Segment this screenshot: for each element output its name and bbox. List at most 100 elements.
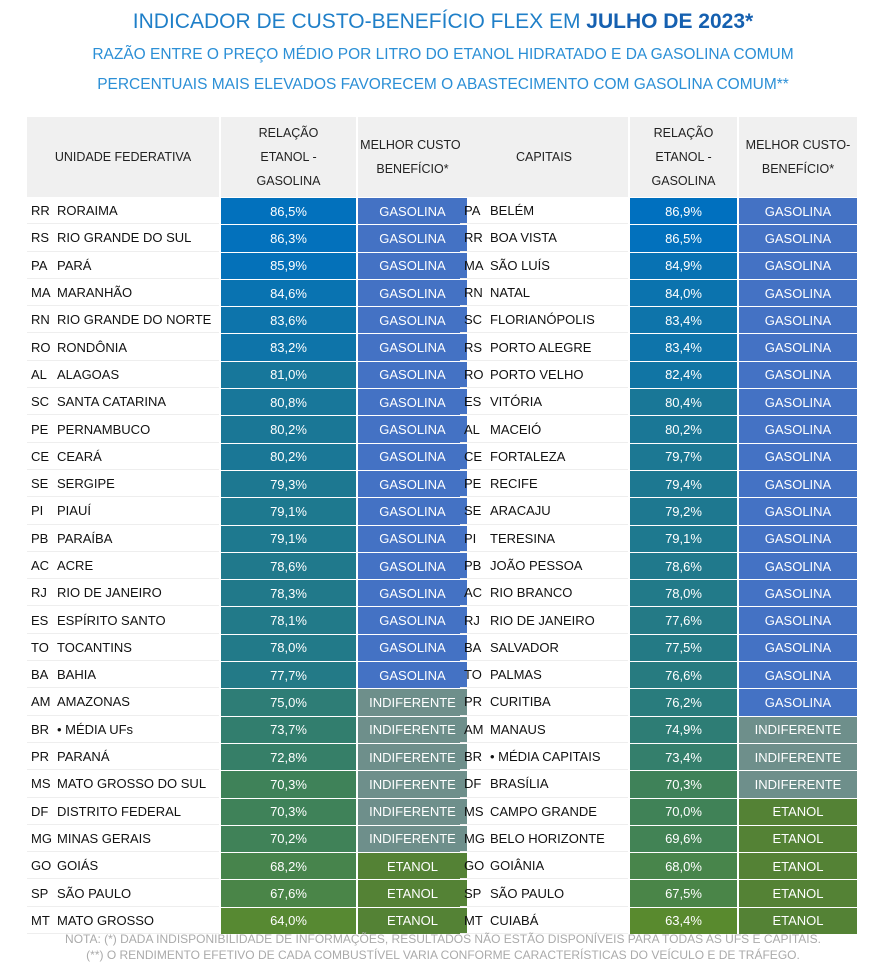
row-code: MT xyxy=(464,912,483,928)
best-cell: GASOLINA xyxy=(358,470,467,498)
row-name: MS CAMPO GRANDE xyxy=(460,799,628,825)
best-cell: GASOLINA xyxy=(739,307,857,334)
row-code: PB xyxy=(31,530,49,546)
table-row: PB PARAÍBA 79,1% GASOLINA xyxy=(27,525,467,552)
best-cell: GASOLINA xyxy=(739,607,857,634)
best-cell: ETANOL xyxy=(358,907,467,935)
ratio-cell: 80,2% xyxy=(221,416,356,443)
best-cell: GASOLINA xyxy=(358,580,467,607)
row-label: PERNAMBUCO xyxy=(57,421,151,437)
ratio-cell: 79,1% xyxy=(221,525,356,552)
row-name: MT CUIABÁ xyxy=(460,908,628,935)
row-code: GO xyxy=(31,858,52,874)
best-cell: INDIFERENTE xyxy=(739,743,857,771)
ratio-cell: 76,6% xyxy=(630,662,737,689)
row-label: CAMPO GRANDE xyxy=(490,803,597,819)
best-cell: GASOLINA xyxy=(358,252,467,279)
header-uf: UNIDADE FEDERATIVA xyxy=(27,117,219,197)
ratio-cell: 82,4% xyxy=(630,361,737,389)
ratio-cell: 70,0% xyxy=(630,798,737,825)
row-label: ALAGOAS xyxy=(57,366,120,382)
row-label: MANAUS xyxy=(490,721,546,737)
row-code: DF xyxy=(31,803,49,819)
ratio-cell: 83,6% xyxy=(221,307,356,334)
row-code: SC xyxy=(464,312,483,328)
row-label: RECIFE xyxy=(490,476,538,492)
row-name: RR BOA VISTA xyxy=(460,225,628,252)
row-name: PE PERNAMBUCO xyxy=(27,416,219,443)
row-label: BOA VISTA xyxy=(490,230,557,246)
table-row: SP SÃO PAULO 67,6% ETANOL xyxy=(27,880,467,907)
table-row: BR • MÉDIA UFs 73,7% INDIFERENTE xyxy=(27,716,467,743)
header-best: MELHOR CUSTO-BENEFÍCIO* xyxy=(739,117,857,197)
table-row: SE SERGIPE 79,3% GASOLINA xyxy=(27,470,467,498)
row-name: PA BELÉM xyxy=(460,198,628,225)
row-code: RR xyxy=(31,203,50,219)
ratio-cell: 85,9% xyxy=(221,252,356,279)
best-cell: GASOLINA xyxy=(739,470,857,498)
best-cell: GASOLINA xyxy=(739,689,857,716)
ratio-cell: 80,4% xyxy=(630,389,737,416)
best-cell: GASOLINA xyxy=(739,389,857,416)
row-name: RO PORTO VELHO xyxy=(460,362,628,389)
row-label: RIO GRANDE DO SUL xyxy=(57,230,192,246)
row-label: PORTO VELHO xyxy=(490,366,584,382)
table-row: PI PIAUÍ 79,1% GASOLINA xyxy=(27,498,467,525)
best-cell: GASOLINA xyxy=(358,498,467,525)
row-code: RN xyxy=(464,285,483,301)
row-label: TOCANTINS xyxy=(57,639,132,655)
best-cell: INDIFERENTE xyxy=(358,798,467,825)
table-row: BA SALVADOR 77,5% GASOLINA xyxy=(460,634,857,662)
row-code: RN xyxy=(31,312,50,328)
row-code: RO xyxy=(31,339,51,355)
table-row: RR BOA VISTA 86,5% GASOLINA xyxy=(460,225,857,252)
table-row: BA BAHIA 77,7% GASOLINA xyxy=(27,662,467,689)
table-row: RR RORAIMA 86,5% GASOLINA xyxy=(27,198,467,225)
ratio-cell: 76,2% xyxy=(630,689,737,716)
row-code: MS xyxy=(464,803,484,819)
row-code: TO xyxy=(464,667,482,683)
table-row: AL MACEIÓ 80,2% GASOLINA xyxy=(460,416,857,443)
row-code: BA xyxy=(464,639,482,655)
row-label: CURITIBA xyxy=(490,694,551,710)
row-label: TERESINA xyxy=(490,530,556,546)
table-row: AM MANAUS 74,9% INDIFERENTE xyxy=(460,716,857,743)
table-row: SC SANTA CATARINA 80,8% GASOLINA xyxy=(27,389,467,416)
row-code: TO xyxy=(31,639,49,655)
row-name: PR PARANÁ xyxy=(27,744,219,771)
row-name: RO RONDÔNIA xyxy=(27,334,219,361)
row-label: SALVADOR xyxy=(490,639,559,655)
ratio-cell: 80,8% xyxy=(221,389,356,416)
best-cell: GASOLINA xyxy=(739,580,857,607)
ratio-cell: 80,2% xyxy=(630,416,737,443)
row-label: BELÉM xyxy=(490,203,535,219)
table-row: MS MATO GROSSO DO SUL 70,3% INDIFERENTE xyxy=(27,771,467,798)
row-name: SC FLORIANÓPOLIS xyxy=(460,307,628,334)
row-name: SC SANTA CATARINA xyxy=(27,389,219,416)
table-row: PB JOÃO PESSOA 78,6% GASOLINA xyxy=(460,552,857,580)
table-row: RO RONDÔNIA 83,2% GASOLINA xyxy=(27,334,467,361)
table-row: TO PALMAS 76,6% GASOLINA xyxy=(460,662,857,689)
best-cell: INDIFERENTE xyxy=(739,716,857,743)
row-name: AM AMAZONAS xyxy=(27,689,219,716)
table-row: AC ACRE 78,6% GASOLINA xyxy=(27,552,467,580)
best-cell: GASOLINA xyxy=(358,662,467,689)
table-row: PI TERESINA 79,1% GASOLINA xyxy=(460,525,857,552)
table-row: PR CURITIBA 76,2% GASOLINA xyxy=(460,689,857,716)
row-label: JOÃO PESSOA xyxy=(490,558,583,573)
row-name: BA BAHIA xyxy=(27,662,219,689)
table-row: MT MATO GROSSO 64,0% ETANOL xyxy=(27,907,467,935)
row-label: SÃO PAULO xyxy=(490,885,565,901)
best-cell: GASOLINA xyxy=(739,198,857,225)
best-cell: GASOLINA xyxy=(739,279,857,307)
row-name: AM MANAUS xyxy=(460,717,628,743)
ratio-cell: 77,5% xyxy=(630,634,737,662)
table-row: AM AMAZONAS 75,0% INDIFERENTE xyxy=(27,689,467,716)
row-label: RIO DE JANEIRO xyxy=(57,585,162,601)
page-title: INDICADOR DE CUSTO-BENEFÍCIO FLEX EM JUL… xyxy=(0,10,886,34)
best-cell: GASOLINA xyxy=(739,334,857,361)
row-name: ES VITÓRIA xyxy=(460,389,628,416)
row-code: SE xyxy=(31,476,49,492)
row-label: MINAS GERAIS xyxy=(57,830,151,846)
row-name: PB JOÃO PESSOA xyxy=(460,553,628,580)
